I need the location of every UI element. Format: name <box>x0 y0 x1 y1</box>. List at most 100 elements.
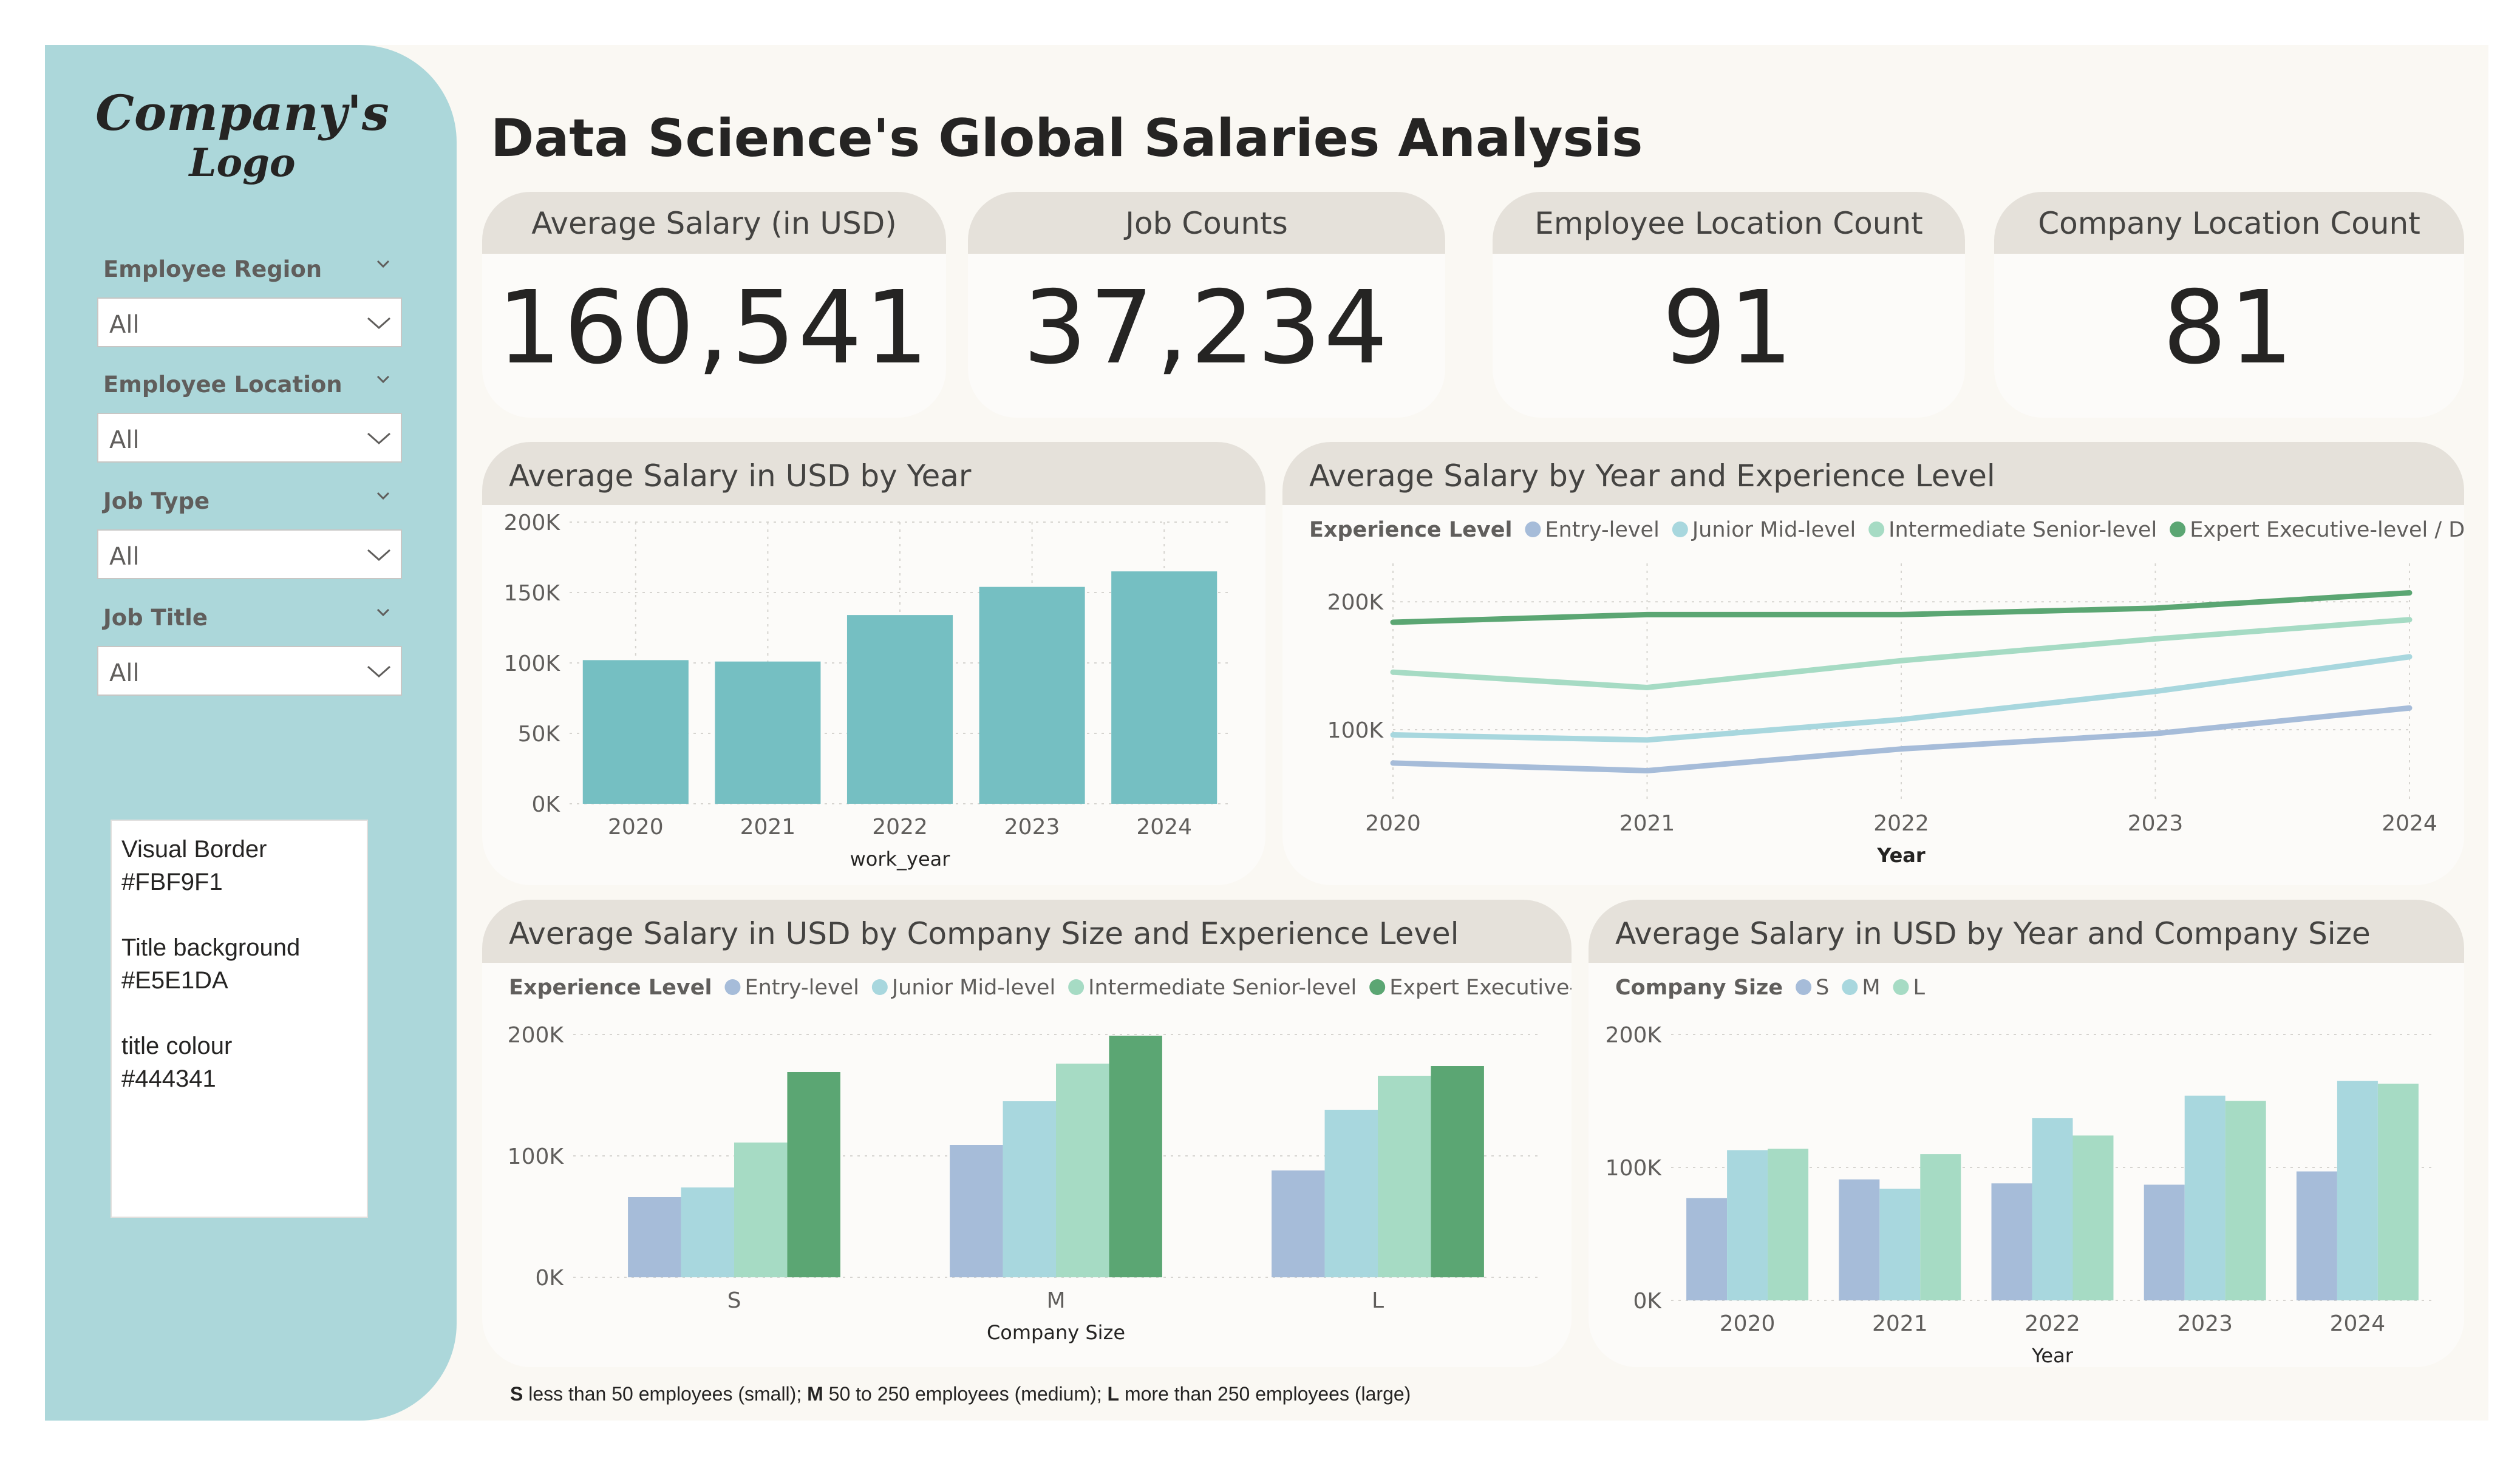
dropdown-chevron-icon <box>367 665 390 678</box>
footnote-text-s: less than 50 employees (small); <box>523 1383 808 1405</box>
chevron-down-icon[interactable] <box>376 606 390 619</box>
legend-entry: Junior Mid-level <box>891 976 1055 1000</box>
legend-entry: L <box>1913 976 1926 1000</box>
legend-title: Experience Level <box>1309 518 1512 542</box>
chevron-down-icon[interactable] <box>376 257 390 271</box>
x-tick-label: 2021 <box>1872 1311 1928 1336</box>
x-tick-label: M <box>1046 1288 1065 1313</box>
bar <box>1879 1189 1921 1300</box>
chart-avg-salary-by-year[interactable]: Average Salary in USD by Year 0K 50K 100K 1… <box>482 442 1265 885</box>
bar <box>2377 1084 2419 1300</box>
kpi-card-company-location-count[interactable]: Company Location Count 81 <box>1994 192 2464 418</box>
chevron-down-icon[interactable] <box>376 489 390 503</box>
chevron-down-icon[interactable] <box>376 373 390 386</box>
kpi-card-average-salary[interactable]: Average Salary (in USD) 160,541 <box>482 192 946 418</box>
note-line: Visual Border <box>121 836 267 863</box>
page-title: Data Science's Global Salaries Analysis <box>491 108 1643 169</box>
y-tick-label: 100K <box>508 1144 565 1169</box>
chart-avg-salary-by-year-experience[interactable]: Average Salary by Year and Experience Le… <box>1282 442 2464 885</box>
x-tick-label: 2020 <box>1720 1311 1776 1336</box>
job-type-dropdown[interactable]: All <box>97 529 402 579</box>
note-line: #FBF9F1 <box>121 869 223 895</box>
style-notes-box: Visual Border #FBF9F1 Title background #… <box>111 820 368 1218</box>
kpi-card-job-counts[interactable]: Job Counts 37,234 <box>968 192 1445 418</box>
chart-avg-salary-by-company-size-experience[interactable]: Average Salary in USD by Company Size an… <box>482 900 1572 1367</box>
dropdown-chevron-icon <box>367 432 390 445</box>
x-tick-label: 2023 <box>2128 811 2184 836</box>
chart-svg: Company Size S M L 0K 100K 200K 2020 2021 2022 202… <box>1606 976 2434 1367</box>
legend-marker <box>1068 979 1085 995</box>
bar <box>1686 1198 1728 1300</box>
legend-marker <box>724 979 741 995</box>
bar <box>2184 1095 2225 1300</box>
x-tick-label: 2020 <box>608 815 664 840</box>
bar <box>715 661 821 804</box>
legend-marker <box>1672 521 1688 537</box>
kpi-label: Average Salary (in USD) <box>482 192 946 254</box>
legend-entry: Entry-level <box>744 976 859 1000</box>
footnote-key-s: S <box>510 1383 523 1405</box>
y-tick-label: 100K <box>504 651 561 676</box>
y-tick-label: 0K <box>535 1266 564 1291</box>
y-tick-label: 100K <box>1606 1156 1663 1181</box>
bar <box>734 1143 788 1277</box>
legend-title: Experience Level <box>509 976 712 1000</box>
note-line: Title background <box>121 934 301 961</box>
chart-svg: Experience Level Entry-level Junior Mid-le… <box>508 976 1572 1344</box>
y-tick-label: 200K <box>508 1023 565 1048</box>
legend-entry: S <box>1816 976 1829 1000</box>
y-tick-label: 200K <box>1327 590 1384 615</box>
slicer-label-job-title: Job Title <box>103 605 208 631</box>
bar <box>787 1072 840 1277</box>
employee-location-dropdown[interactable]: All <box>97 413 402 463</box>
legend-entry: Expert Executive-level / Dir... <box>2190 518 2464 542</box>
x-tick-label: 2024 <box>2382 811 2437 836</box>
bar <box>1839 1179 1880 1300</box>
dropdown-chevron-icon <box>367 317 390 330</box>
bar <box>1109 1036 1162 1277</box>
x-tick-label: 2020 <box>1365 811 1421 836</box>
x-tick-label: 2022 <box>872 815 928 840</box>
job-title-dropdown[interactable]: All <box>97 646 402 696</box>
kpi-value: 91 <box>1662 270 1796 387</box>
bar <box>1272 1170 1325 1277</box>
bar <box>2337 1081 2378 1300</box>
company-size-footnote: S less than 50 employees (small); M 50 t… <box>510 1383 1411 1405</box>
x-tick-label: 2023 <box>2177 1311 2233 1336</box>
legend-entry: Junior Mid-level <box>1691 518 1856 542</box>
x-axis-title: Year <box>1876 844 1926 867</box>
slicer-label-job-type: Job Type <box>103 488 210 514</box>
y-tick-label: 200K <box>1606 1023 1663 1048</box>
bar <box>2296 1171 2337 1300</box>
bar <box>2225 1101 2266 1300</box>
legend-title: Company Size <box>1615 976 1783 1000</box>
footnote-text-m: 50 to 250 employees (medium); <box>823 1383 1108 1405</box>
x-tick-label: L <box>1372 1288 1384 1313</box>
bar <box>1324 1110 1378 1277</box>
chart-avg-salary-by-year-company-size[interactable]: Average Salary in USD by Year and Compan… <box>1589 900 2464 1367</box>
kpi-card-employee-location-count[interactable]: Employee Location Count 91 <box>1493 192 1965 418</box>
y-tick-label: 50K <box>518 722 561 747</box>
y-tick-label: 100K <box>1327 718 1384 743</box>
y-tick-label: 0K <box>1633 1289 1662 1314</box>
chart-title: Average Salary in USD by Company Size an… <box>482 900 1572 963</box>
kpi-label: Employee Location Count <box>1493 192 1965 254</box>
kpi-label: Company Location Count <box>1994 192 2464 254</box>
x-axis-title: Year <box>2031 1344 2074 1367</box>
bar <box>1378 1076 1431 1277</box>
dropdown-chevron-icon <box>367 549 390 562</box>
employee-region-dropdown[interactable]: All <box>97 297 402 347</box>
legend-entry: Entry-level <box>1545 518 1659 542</box>
kpi-value: 37,234 <box>1023 270 1391 387</box>
x-tick-label: 2021 <box>1619 811 1675 836</box>
employee-region-value: All <box>109 311 140 339</box>
bar <box>681 1187 734 1277</box>
logo-line-1: Company's <box>95 84 389 141</box>
x-tick-label: S <box>727 1288 741 1313</box>
footnote-key-m: M <box>807 1383 823 1405</box>
chart-svg: 0K 50K 100K 150K 200K 2020 2021 2022 2023 2024 wor… <box>504 511 1230 871</box>
bar <box>2144 1184 2185 1300</box>
legend-entry: Expert Executive-l... <box>1389 976 1572 1000</box>
x-axis-title: work_year <box>850 847 951 871</box>
slicer-label-employee-location: Employee Location <box>103 372 342 398</box>
